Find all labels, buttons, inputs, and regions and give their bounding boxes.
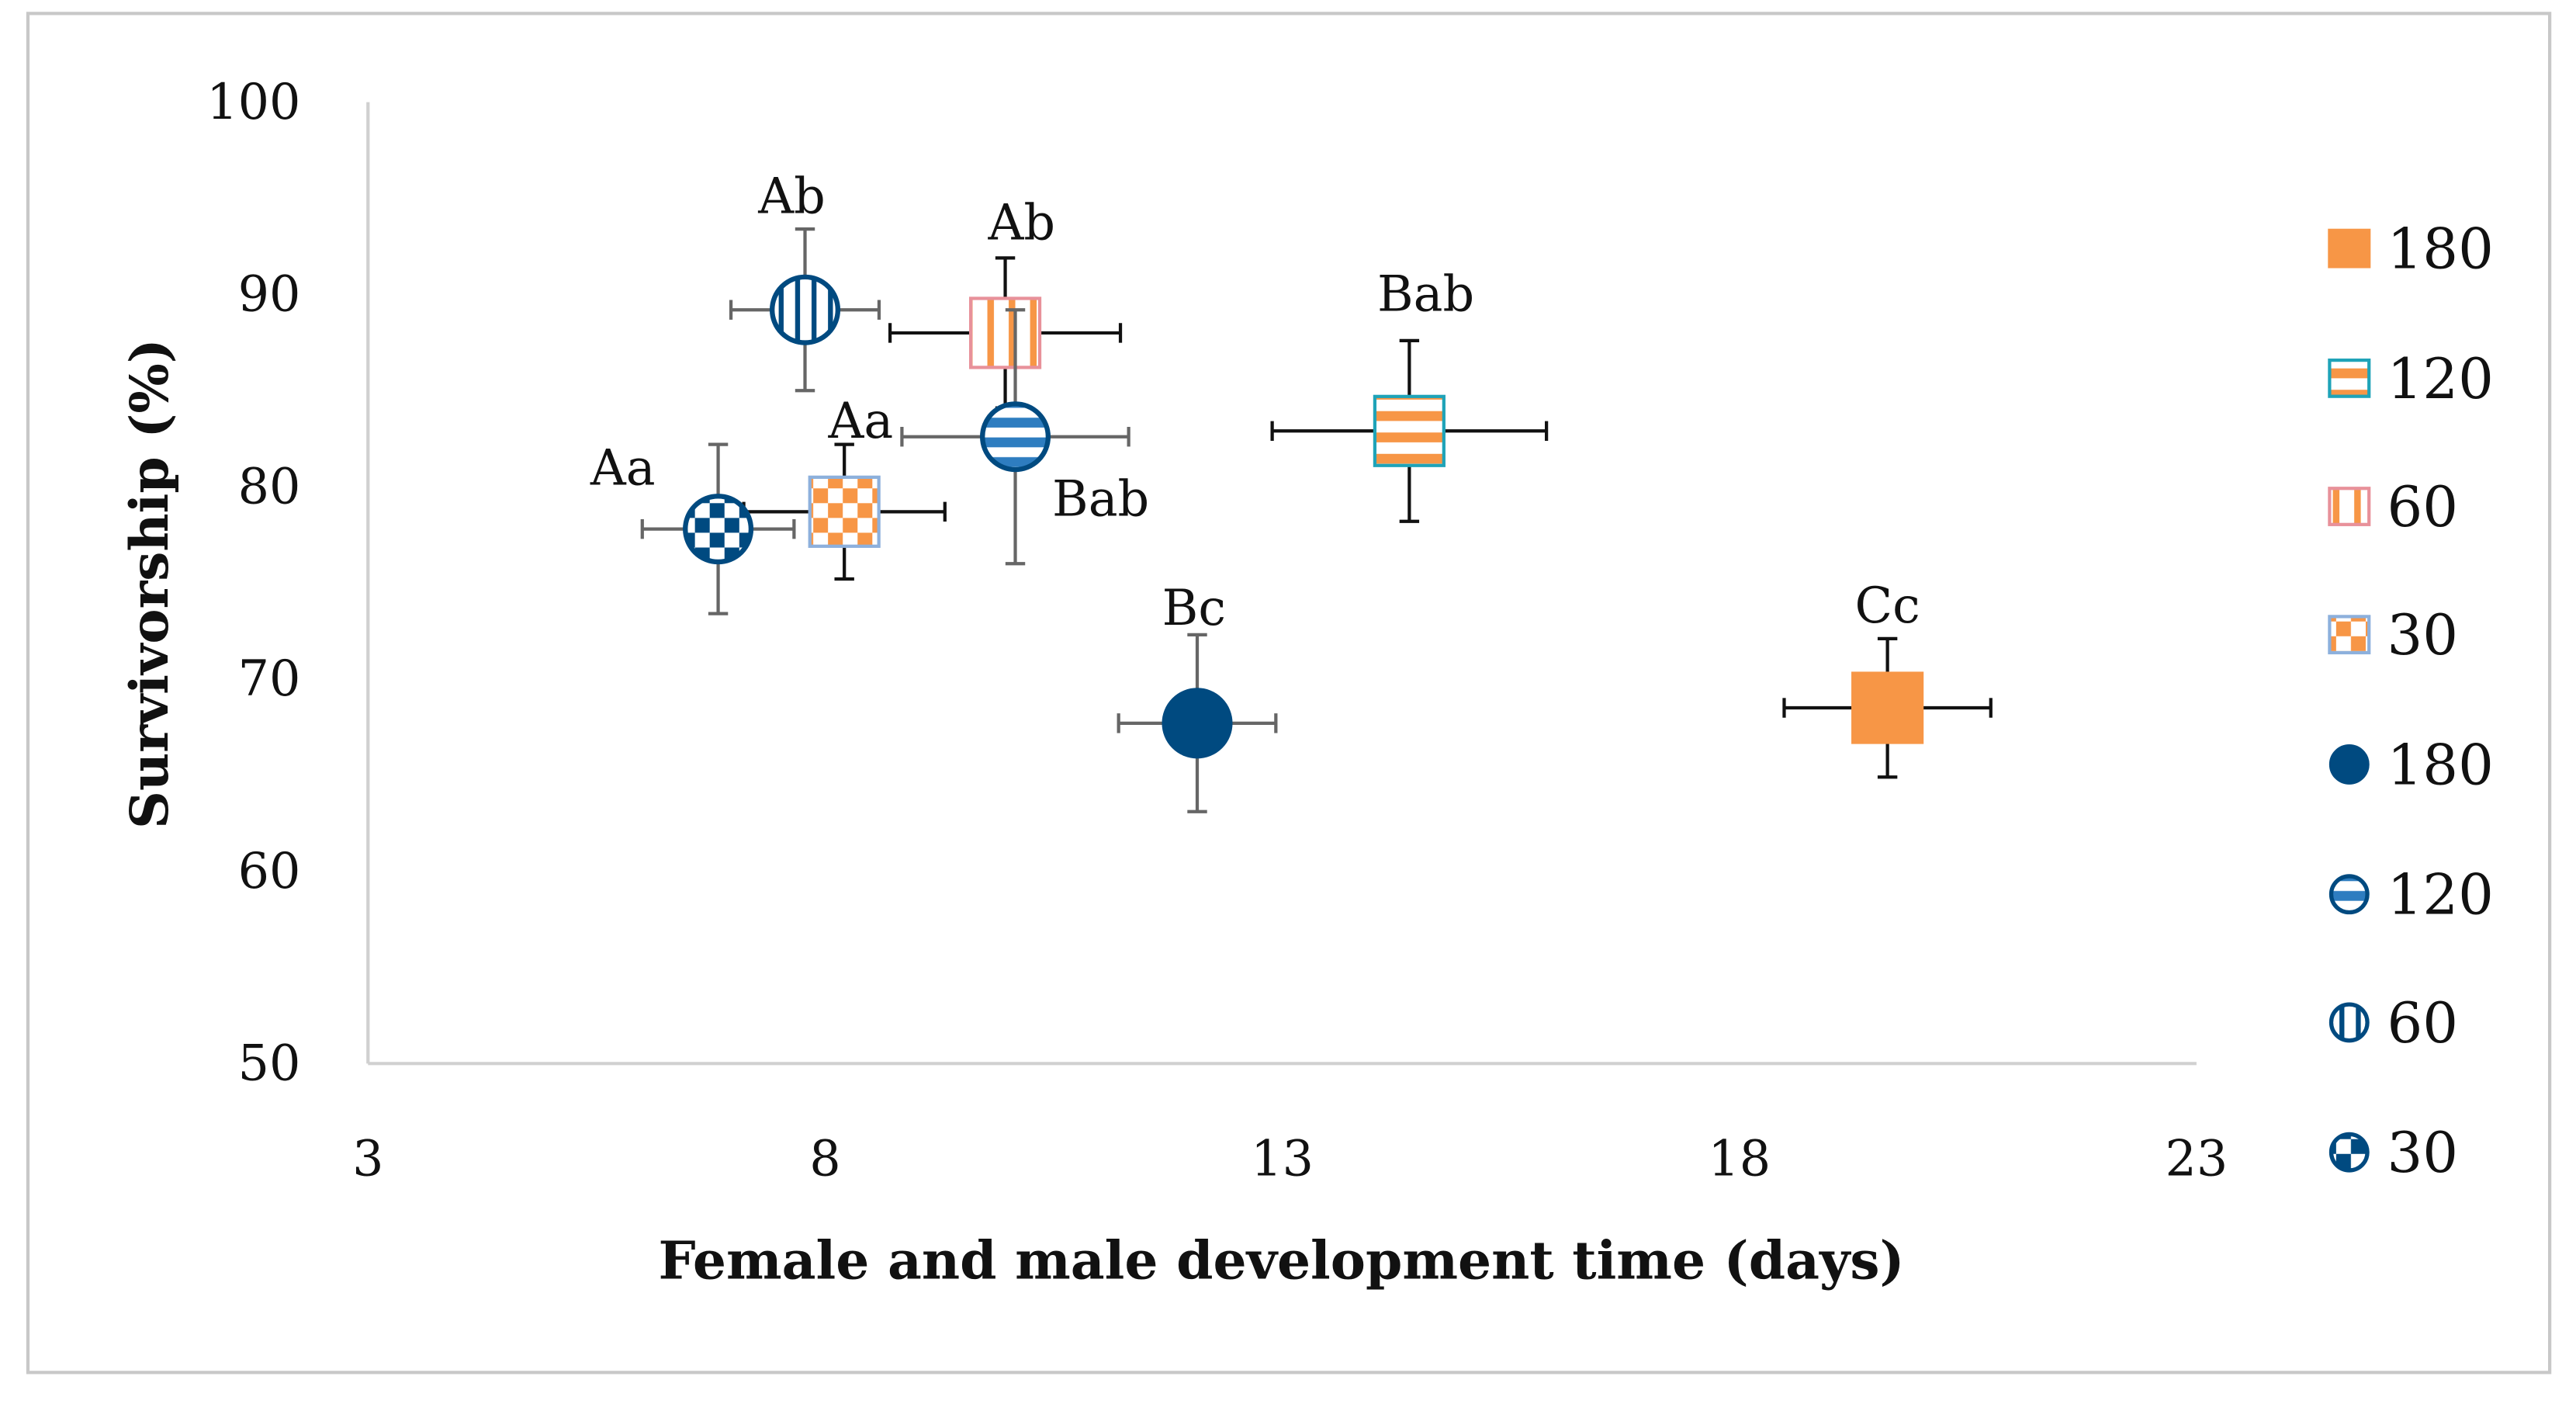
legend-circle-icon <box>2328 1132 2370 1173</box>
legend-square-icon <box>2328 615 2371 655</box>
y-axis-title: Survivorship (%) <box>118 338 180 829</box>
legend-square-icon <box>2328 358 2371 398</box>
data-point-circle-180: Bc <box>1117 579 1278 813</box>
x-tick-label: 3 <box>352 1129 383 1187</box>
data-point-circle-120: Bab <box>900 308 1149 566</box>
square-marker <box>1851 671 1924 744</box>
legend-label: 60 <box>2387 474 2459 539</box>
significance-label: Cc <box>1855 577 1920 634</box>
circle-marker <box>1162 688 1233 759</box>
legend-label: 120 <box>2387 862 2494 927</box>
square-marker <box>1373 394 1446 467</box>
legend-item-square-60: 60 <box>2328 474 2459 539</box>
y-tick-label: 90 <box>238 265 301 323</box>
significance-label: Ab <box>757 167 826 224</box>
significance-label: Aa <box>590 439 656 496</box>
circle-marker <box>980 401 1051 473</box>
legend-item-square-180: 180 <box>2328 217 2494 282</box>
legend-circle-icon <box>2328 744 2370 785</box>
data-point-square-30: Aa <box>742 392 947 581</box>
significance-label: Bab <box>1377 265 1474 323</box>
legend-item-circle-60: 60 <box>2328 990 2459 1056</box>
circle-marker <box>769 274 841 345</box>
legend-item-circle-180: 180 <box>2328 732 2494 797</box>
legend-item-circle-120: 120 <box>2328 862 2494 927</box>
legend-item-square-120: 120 <box>2328 346 2494 411</box>
legend-square-icon <box>2328 487 2371 526</box>
data-point-square-120: Bab <box>1270 265 1549 523</box>
legend-item-square-30: 30 <box>2328 602 2459 667</box>
square-marker <box>968 296 1042 369</box>
legend-circle-icon <box>2328 1002 2370 1043</box>
legend-label: 60 <box>2387 990 2459 1056</box>
significance-label: Bab <box>1052 470 1149 527</box>
data-point-circle-30: Aa <box>590 439 796 615</box>
y-tick-label: 80 <box>238 457 301 515</box>
data-point-square-180: Cc <box>1782 577 1993 779</box>
y-tick-label: 70 <box>238 650 301 707</box>
data-point-circle-60: Ab <box>729 167 881 393</box>
x-tick-label: 18 <box>1708 1129 1771 1187</box>
legend-item-circle-30: 30 <box>2328 1120 2459 1185</box>
circle-marker <box>683 494 754 565</box>
legend-label: 30 <box>2387 1120 2459 1185</box>
y-tick-label: 50 <box>238 1034 301 1091</box>
x-tick-label: 8 <box>809 1129 840 1187</box>
x-tick-label: 23 <box>2165 1129 2228 1187</box>
chart-border <box>26 12 2552 1375</box>
significance-label: Aa <box>827 392 893 449</box>
legend-label: 120 <box>2387 346 2494 411</box>
legend-label: 180 <box>2387 217 2494 282</box>
x-tick-label: 13 <box>1251 1129 1314 1187</box>
legend: 180 120 60 30 180 120 60 30 <box>2328 217 2494 1185</box>
x-axis-title: Female and male development time (days) <box>658 1229 1904 1291</box>
legend-square-icon <box>2328 228 2371 269</box>
legend-circle-icon <box>2328 874 2370 915</box>
significance-label: Ab <box>987 193 1055 251</box>
legend-label: 180 <box>2387 732 2494 797</box>
significance-label: Bc <box>1162 579 1226 636</box>
square-marker <box>808 475 881 548</box>
legend-label: 30 <box>2387 602 2459 667</box>
y-tick-label: 100 <box>206 73 300 130</box>
y-tick-label: 60 <box>238 842 301 900</box>
